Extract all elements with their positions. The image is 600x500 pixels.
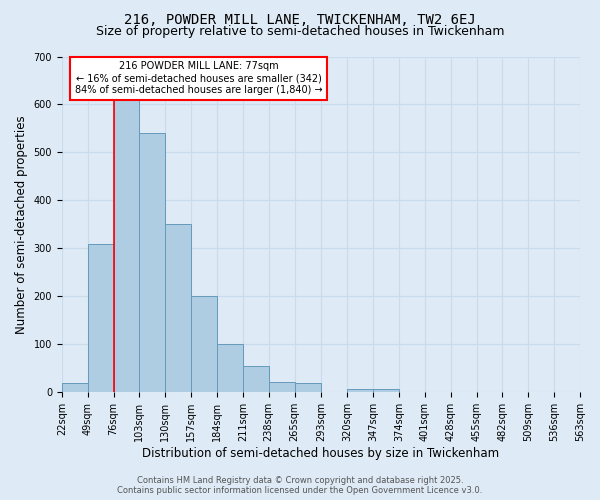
Y-axis label: Number of semi-detached properties: Number of semi-detached properties [15, 115, 28, 334]
Bar [217, 344, 243, 393]
Bar [295, 383, 322, 392]
Text: Contains HM Land Registry data © Crown copyright and database right 2025.
Contai: Contains HM Land Registry data © Crown c… [118, 476, 482, 495]
Bar [373, 388, 399, 392]
Bar [243, 366, 269, 392]
Text: 216, POWDER MILL LANE, TWICKENHAM, TW2 6EJ: 216, POWDER MILL LANE, TWICKENHAM, TW2 6… [124, 12, 476, 26]
Bar [269, 382, 295, 392]
Bar [191, 296, 217, 392]
Bar [347, 388, 373, 392]
Bar [113, 95, 139, 392]
Text: Size of property relative to semi-detached houses in Twickenham: Size of property relative to semi-detach… [96, 25, 504, 38]
Bar [88, 244, 113, 392]
X-axis label: Distribution of semi-detached houses by size in Twickenham: Distribution of semi-detached houses by … [142, 447, 499, 460]
Bar [62, 383, 88, 392]
Bar [165, 224, 191, 392]
Bar [139, 134, 165, 392]
Text: 216 POWDER MILL LANE: 77sqm
← 16% of semi-detached houses are smaller (342)
84% : 216 POWDER MILL LANE: 77sqm ← 16% of sem… [75, 62, 323, 94]
